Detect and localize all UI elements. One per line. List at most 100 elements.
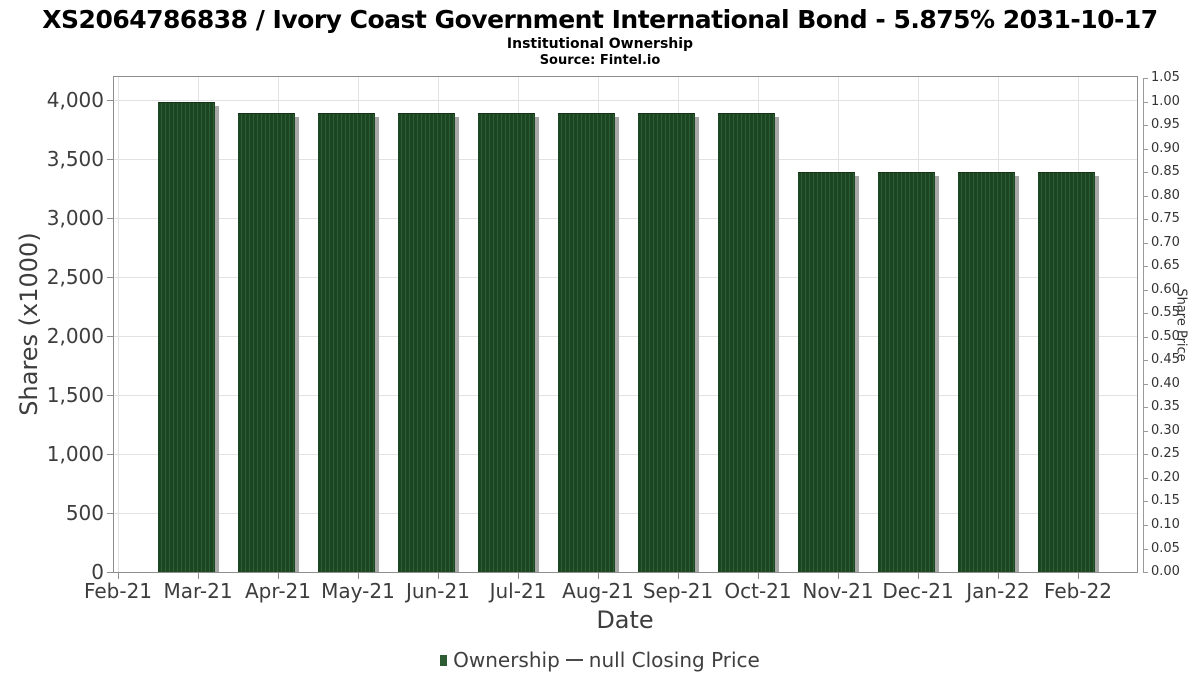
right-tick-label: 0.30 — [1151, 422, 1180, 438]
x-axis-tick — [998, 573, 999, 579]
right-y-axis-title: Share Price — [1173, 288, 1189, 362]
ownership-bar — [318, 113, 375, 572]
right-tick-label: 0.90 — [1151, 140, 1180, 156]
bar-swatch-icon — [440, 654, 448, 666]
right-axis-tick — [1143, 313, 1148, 315]
right-axis-tick — [1143, 407, 1148, 409]
line-swatch-icon — [565, 659, 583, 661]
ownership-bar — [478, 113, 535, 572]
right-axis-tick — [1143, 477, 1148, 479]
x-axis-tick — [438, 573, 439, 579]
right-tick-label: 1.00 — [1151, 93, 1180, 109]
ownership-bar — [1038, 172, 1095, 572]
gridline-horizontal — [114, 336, 1137, 337]
right-axis-tick — [1143, 383, 1148, 385]
ownership-bar — [238, 113, 295, 572]
x-tick-label: Jan-22 — [966, 579, 1030, 603]
x-axis-tick — [918, 573, 919, 579]
right-tick-label: 0.85 — [1151, 164, 1180, 180]
x-tick-label: Mar-21 — [163, 579, 233, 603]
right-axis-spine — [1143, 78, 1144, 572]
x-tick-label: Oct-21 — [724, 579, 792, 603]
gridline-horizontal — [114, 513, 1137, 514]
right-axis-tick — [1143, 289, 1148, 291]
right-tick-label: 0.75 — [1151, 211, 1180, 227]
legend: Ownership null Closing Price — [0, 648, 1200, 672]
ownership-bar — [798, 172, 855, 572]
legend-label-ownership: Ownership — [453, 648, 560, 672]
x-tick-label: Aug-21 — [562, 579, 634, 603]
gridline-horizontal — [114, 454, 1137, 455]
x-axis-tick — [838, 573, 839, 579]
x-tick-label: Jul-21 — [489, 579, 547, 603]
y-tick-label: 0 — [91, 560, 104, 584]
gridline-horizontal — [114, 277, 1137, 278]
right-axis-tick — [1143, 101, 1148, 103]
ownership-bar — [958, 172, 1015, 572]
x-tick-label: Dec-21 — [882, 579, 954, 603]
chart-title: XS2064786838 / Ivory Coast Government In… — [42, 5, 1158, 34]
right-axis-tick — [1143, 525, 1148, 526]
legend-item-ownership: Ownership — [440, 648, 560, 672]
x-axis-tick — [198, 573, 199, 579]
x-axis-title: Date — [596, 606, 654, 634]
x-axis-tick — [598, 573, 599, 579]
right-tick-label: 0.05 — [1151, 540, 1180, 556]
gridline-horizontal — [114, 159, 1137, 160]
right-tick-label: 0.70 — [1151, 234, 1180, 250]
x-tick-label: Feb-21 — [83, 579, 153, 603]
ownership-bar — [558, 113, 615, 572]
right-axis-tick — [1143, 148, 1148, 150]
right-tick-label: 0.15 — [1151, 493, 1180, 509]
gridline-horizontal — [114, 395, 1137, 396]
right-tick-label: 0.10 — [1151, 517, 1180, 532]
x-tick-label: Nov-21 — [802, 579, 874, 603]
x-axis-tick — [358, 573, 359, 579]
y-tick-label: 1,000 — [46, 442, 104, 466]
legend-label-closing-price: null Closing Price — [588, 648, 760, 672]
x-tick-label: Jun-21 — [406, 579, 470, 603]
right-axis-tick — [1143, 172, 1148, 174]
x-tick-label: Apr-21 — [245, 579, 311, 603]
right-axis-tick — [1143, 266, 1148, 268]
right-axis-tick — [1143, 78, 1148, 79]
ownership-bar — [158, 101, 215, 572]
right-axis-tick — [1143, 501, 1148, 503]
right-axis-tick — [1143, 454, 1148, 456]
right-axis-tick — [1143, 360, 1148, 362]
right-tick-label: 0.35 — [1151, 399, 1180, 415]
plot-area — [113, 76, 1138, 573]
right-tick-label: 0.00 — [1151, 564, 1180, 579]
ownership-bar — [398, 113, 455, 572]
ownership-bar — [638, 113, 695, 572]
right-axis-tick — [1143, 125, 1148, 126]
x-axis-tick — [278, 573, 279, 579]
ownership-bar — [878, 172, 935, 572]
left-y-axis-title: Shares (x1000) — [15, 232, 43, 416]
x-axis-tick — [118, 573, 119, 579]
y-tick-label: 4,000 — [46, 88, 104, 112]
y-tick-label: 500 — [65, 501, 104, 525]
right-tick-label: 0.25 — [1151, 446, 1180, 462]
x-axis-tick — [518, 573, 519, 579]
x-tick-label: Sep-21 — [642, 579, 714, 603]
x-tick-label: May-21 — [321, 579, 395, 603]
right-tick-label: 0.65 — [1151, 258, 1180, 274]
right-tick-label: 1.05 — [1151, 70, 1180, 85]
right-axis-tick — [1143, 219, 1148, 221]
right-axis-tick — [1143, 195, 1148, 197]
chart-source-credit: Source: Fintel.io — [539, 53, 661, 68]
right-axis-tick — [1143, 572, 1148, 573]
x-axis-tick — [1078, 573, 1079, 579]
right-axis-tick — [1143, 336, 1148, 338]
legend-item-closing-price: null Closing Price — [565, 648, 760, 672]
y-tick-label: 3,500 — [46, 147, 104, 171]
y-tick-label: 3,000 — [46, 206, 104, 230]
right-tick-label: 0.20 — [1151, 469, 1180, 485]
right-tick-label: 0.80 — [1151, 187, 1180, 203]
chart-subtitle: Institutional Ownership — [506, 36, 694, 52]
right-tick-label: 0.95 — [1151, 117, 1180, 132]
x-axis-tick — [758, 573, 759, 579]
gridline-horizontal — [114, 100, 1137, 101]
gridline-horizontal — [114, 218, 1137, 219]
